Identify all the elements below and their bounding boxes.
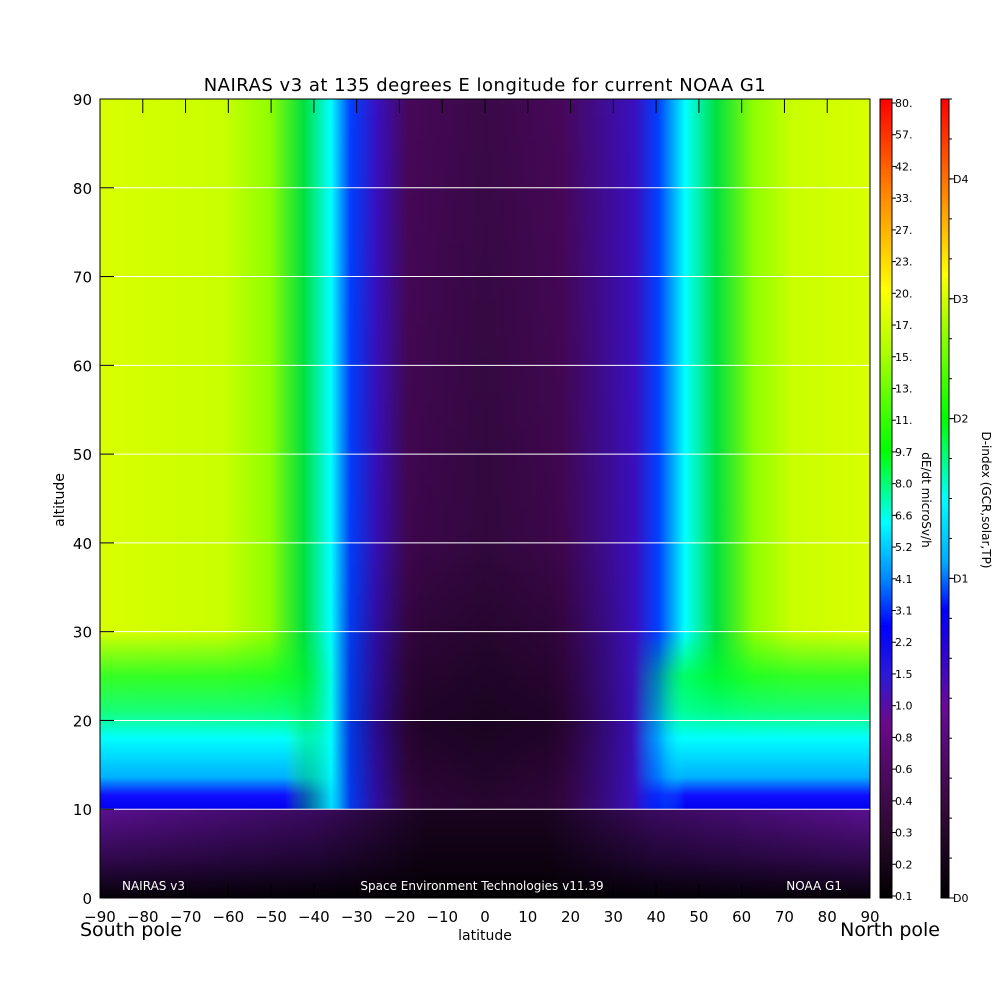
colorbar-dose: 0.1 0.2 0.3 0.4 0.6 0.8 1.0 1.5 2.2 3.1 4.1 5.2 6.6 8… (879, 97, 913, 903)
x-tick-label: −80 (127, 908, 159, 926)
heatmap-low-shade (100, 809, 870, 898)
x-tick-label: 0 (480, 908, 490, 926)
chart-title: NAIRAS v3 at 135 degrees E longitude for… (204, 75, 767, 96)
x-tick-label: 60 (732, 908, 751, 926)
colorbar-dindex-label: D-index (GCR,solar,TP) (979, 431, 993, 568)
colorbar-dose-tick-label: 0.3 (895, 827, 913, 840)
colorbar-dose-tick-label: 2.2 (895, 636, 913, 649)
colorbar-dose-tick-label: 4.1 (895, 573, 913, 586)
colorbar-dose-tick-label: 11. (895, 414, 913, 427)
x-tick-label: 40 (647, 908, 666, 926)
colorbar-dose-tick-label: 80. (895, 97, 913, 110)
y-tick-label: 90 (73, 91, 92, 109)
x-tick-label: −90 (84, 908, 116, 926)
colorbar-dose-tick-label: 57. (895, 129, 913, 142)
colorbar-dindex-tick-label: D4 (953, 173, 968, 186)
y-tick-label: 50 (73, 446, 92, 464)
colorbar-dose-tick-label: 5.2 (895, 541, 913, 554)
x-tick-label: −60 (213, 908, 245, 926)
footer-center: Space Environment Technologies v11.39 (360, 879, 603, 893)
heatmap-plot-area (100, 99, 870, 898)
y-tick-label: 80 (73, 180, 92, 198)
x-tick-label: 90 (860, 908, 879, 926)
x-tick-label: −20 (384, 908, 416, 926)
colorbar-dindex-tick-label: D1 (953, 572, 968, 585)
x-tick-label: 50 (689, 908, 708, 926)
x-tick-label: −10 (426, 908, 458, 926)
y-tick-label: 20 (73, 712, 92, 730)
x-tick-label: 20 (561, 908, 580, 926)
colorbar-dose-tick-label: 0.8 (895, 731, 913, 744)
colorbar-dose-tick-label: 20. (895, 287, 913, 300)
colorbar-dose-tick-label: 0.1 (895, 890, 913, 903)
colorbar-dose-tick-label: 27. (895, 224, 913, 237)
colorbar-dose-tick-label: 17. (895, 319, 913, 332)
colorbar-dindex-tick-label: D3 (953, 293, 968, 306)
y-axis-label: altitude (52, 473, 68, 527)
south-pole-label: South pole (80, 919, 182, 941)
colorbar-dose-label: dE/dt microSv/h (919, 452, 933, 547)
y-tick-label: 40 (73, 535, 92, 553)
x-tick-label: 10 (518, 908, 537, 926)
colorbar-dose-tick-label: 6.6 (895, 509, 913, 522)
colorbar-dose-tick-label: 0.6 (895, 763, 913, 776)
colorbar-dose-tick-label: 1.5 (895, 668, 913, 681)
colorbar-dindex: D0 D1 D2 D3 D4 (940, 98, 968, 905)
north-pole-label: North pole (840, 919, 940, 941)
x-tick-label: 80 (818, 908, 837, 926)
colorbar-dose-tick-label: 13. (895, 382, 913, 395)
y-axis-ticks (100, 98, 114, 899)
colorbar-dose-tick-label: 8.0 (895, 478, 913, 491)
footer-left: NAIRAS v3 (122, 879, 185, 893)
colorbar-dose-tick-label: 0.2 (895, 858, 913, 871)
colorbar-dose-tick-label: 9.7 (895, 446, 913, 459)
x-tick-label: −70 (170, 908, 202, 926)
colorbar-dose-tick-label: 0.4 (895, 795, 913, 808)
footer-right: NOAA G1 (786, 879, 842, 893)
colorbar-dose-gradient (879, 98, 893, 899)
y-tick-label: 30 (73, 624, 92, 642)
x-axis-label: latitude (458, 928, 512, 944)
y-tick-label: 0 (82, 890, 92, 908)
y-tick-label: 70 (73, 269, 92, 287)
x-tick-label: −30 (341, 908, 373, 926)
x-tick-label: −40 (298, 908, 330, 926)
x-axis-tick-labels: −90 −80 −70 −60 −50 −40 −30 −20 −10 0 10 20 30 40 50 60… (84, 908, 879, 926)
colorbar-dose-tick-label: 23. (895, 256, 913, 269)
x-tick-label: 30 (604, 908, 623, 926)
x-tick-label: 70 (775, 908, 794, 926)
y-tick-label: 60 (73, 357, 92, 375)
colorbar-dindex-gradient (940, 98, 950, 899)
x-tick-label: −50 (255, 908, 287, 926)
colorbar-dose-tick-label: 3.1 (895, 605, 913, 618)
y-axis-tick-labels: 0 10 20 30 40 50 60 70 80 90 (73, 91, 92, 908)
colorbar-dose-tick-label: 33. (895, 192, 913, 205)
x-axis-ticks (99, 99, 871, 898)
colorbar-dose-tick-label: 1.0 (895, 700, 913, 713)
y-tick-label: 10 (73, 801, 92, 819)
colorbar-dose-tick-label: 42. (895, 160, 913, 173)
colorbar-dose-tick-label: 15. (895, 351, 913, 364)
colorbar-dindex-tick-label: D0 (953, 892, 968, 905)
gridlines (100, 187, 870, 810)
colorbar-dindex-tick-label: D2 (953, 413, 968, 426)
